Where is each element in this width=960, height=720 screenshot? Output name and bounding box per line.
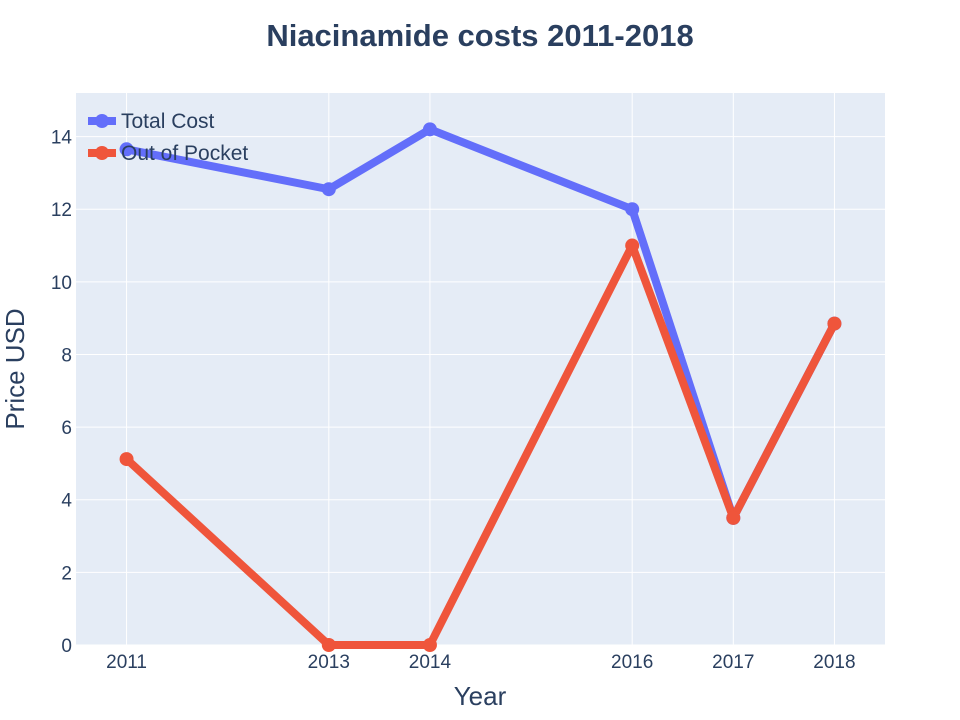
data-point xyxy=(119,452,134,467)
data-point xyxy=(827,316,842,331)
y-tick-label: 12 xyxy=(51,200,72,221)
y-tick-label: 4 xyxy=(61,491,72,512)
data-point xyxy=(119,142,134,157)
legend-item[interactable]: Total Cost xyxy=(88,110,215,133)
series-line xyxy=(123,241,838,649)
y-tick-label: 10 xyxy=(51,273,72,294)
y-tick-label: 6 xyxy=(61,418,72,439)
x-tick-label: 2014 xyxy=(409,652,452,673)
legend[interactable]: Total Cost Out of Pocket xyxy=(88,110,248,165)
y-tick-label: 0 xyxy=(61,636,72,657)
x-axis-title: Year xyxy=(454,681,507,711)
y-tick-label: 14 xyxy=(51,128,73,149)
data-point xyxy=(422,122,437,137)
legend-swatch-marker xyxy=(95,114,109,128)
x-tick-label: 2013 xyxy=(308,652,350,673)
y-axis-ticks: 0 2 4 6 8 10 12 14 xyxy=(51,128,73,657)
grid-lines xyxy=(76,93,885,646)
x-tick-label: 2011 xyxy=(106,652,147,673)
legend-swatch-marker xyxy=(95,146,109,160)
data-point xyxy=(625,238,640,253)
data-point xyxy=(321,182,336,197)
data-point xyxy=(422,638,437,652)
data-point xyxy=(625,202,640,217)
x-tick-label: 2017 xyxy=(712,652,754,673)
chart-title: Niacinamide costs 2011-2018 xyxy=(266,18,693,53)
legend-item[interactable]: Out of Pocket xyxy=(88,142,248,165)
x-tick-label: 2016 xyxy=(611,652,653,673)
x-tick-label: 2018 xyxy=(813,652,855,673)
series-2 xyxy=(119,238,842,652)
legend-label: Out of Pocket xyxy=(121,142,248,165)
data-series xyxy=(119,122,842,652)
legend-label: Total Cost xyxy=(121,110,215,133)
y-axis-title: Price USD xyxy=(0,308,30,429)
data-point xyxy=(321,638,336,652)
data-point xyxy=(726,510,741,525)
plot-area xyxy=(76,93,885,645)
y-tick-label: 8 xyxy=(61,345,72,366)
x-axis-ticks: 2011 2013 2014 2016 2017 2018 xyxy=(106,652,855,673)
y-tick-label: 2 xyxy=(61,563,72,584)
